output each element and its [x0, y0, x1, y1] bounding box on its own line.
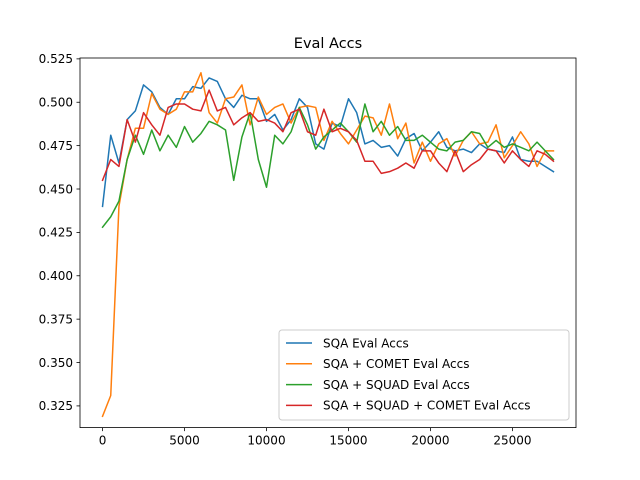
y-tick-label: 0.325: [39, 399, 73, 413]
y-tick-label: 0.500: [39, 96, 73, 110]
legend: SQA Eval Accs SQA + COMET Eval Accs SQA + …: [278, 329, 570, 421]
y-axis: 0.325 0.350 0.375 0.400 0.425 0.450 0.475 0.500…: [39, 52, 80, 413]
y-tick-label: 0.450: [39, 182, 73, 196]
y-tick-label: 0.425: [39, 226, 73, 240]
legend-label-3: SQA + SQUAD Eval Accs: [323, 378, 470, 392]
chart-title: Eval Accs: [294, 36, 362, 52]
series-layer: [101, 72, 555, 418]
x-tick-label: 15000: [329, 434, 367, 448]
plot-area-frame: [79, 57, 577, 429]
series-line-1: [101, 77, 555, 208]
x-tick-label: 0: [99, 434, 107, 448]
legend-label-1: SQA Eval Accs: [323, 336, 409, 350]
legend-label-4: SQA + SQUAD + COMET Eval Accs: [323, 399, 530, 413]
x-axis: 0 5000 10000 15000 20000 25000: [99, 427, 532, 448]
y-tick-label: 0.475: [39, 139, 73, 153]
x-tick-label: 5000: [169, 434, 200, 448]
y-tick-label: 0.375: [39, 312, 73, 326]
series-line-2: [101, 72, 555, 418]
x-tick-label: 10000: [247, 434, 285, 448]
y-tick-label: 0.525: [39, 52, 73, 66]
legend-label-2: SQA + COMET Eval Accs: [323, 357, 470, 371]
legend-box: [278, 329, 570, 421]
x-tick-label: 20000: [411, 434, 449, 448]
series-line-4: [101, 89, 555, 182]
series-line-3: [101, 103, 555, 229]
x-tick-label: 25000: [493, 434, 531, 448]
y-tick-label: 0.350: [39, 356, 73, 370]
y-tick-label: 0.400: [39, 269, 73, 283]
